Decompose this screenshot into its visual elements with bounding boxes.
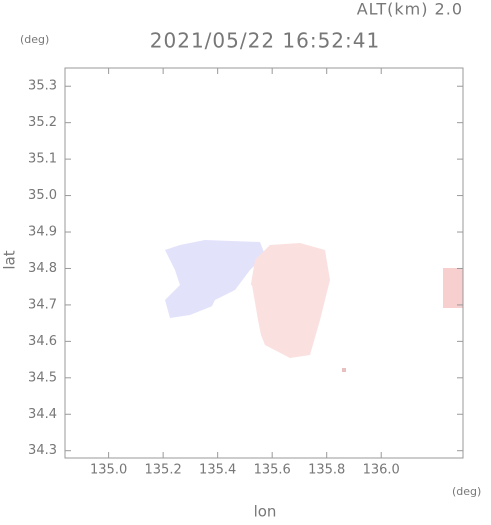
x-tick-label: 135.8	[308, 463, 345, 478]
y-tick-label: 34.5	[28, 370, 57, 385]
echo-field	[165, 240, 463, 372]
echo-speck	[342, 368, 346, 372]
y-tick-label: 34.4	[28, 407, 57, 422]
altitude-label: ALT(km) 2.0	[357, 0, 463, 19]
y-tick-label: 35.3	[28, 79, 57, 94]
y-tick-label: 34.9	[28, 225, 57, 240]
x-tick-label: 136.0	[363, 463, 400, 478]
y-tick-label: 34.6	[28, 334, 57, 349]
chart-title: 2021/05/22 16:52:41	[150, 29, 380, 53]
plot-frame	[64, 67, 464, 459]
y-unit: (deg)	[20, 33, 49, 46]
y-tick-label: 35.1	[28, 152, 57, 167]
positive-velocity-area	[250, 243, 330, 358]
x-unit: (deg)	[452, 485, 481, 498]
negative-velocity-area	[165, 240, 265, 318]
y-tick-label: 35.0	[28, 188, 57, 203]
x-tick-label: 135.2	[145, 463, 182, 478]
x-tick-label: 135.0	[90, 463, 127, 478]
positive-velocity-area	[443, 268, 463, 308]
x-axis-label: lon	[254, 503, 277, 521]
x-tick-label: 135.6	[254, 463, 291, 478]
x-tick-label: 135.4	[199, 463, 236, 478]
y-axis-label: lat	[1, 250, 19, 269]
y-tick-label: 35.2	[28, 115, 57, 130]
near-zero-area	[205, 285, 262, 342]
y-tick-label: 34.7	[28, 297, 57, 312]
y-tick-label: 34.3	[28, 443, 57, 458]
y-tick-label: 34.8	[28, 261, 57, 276]
